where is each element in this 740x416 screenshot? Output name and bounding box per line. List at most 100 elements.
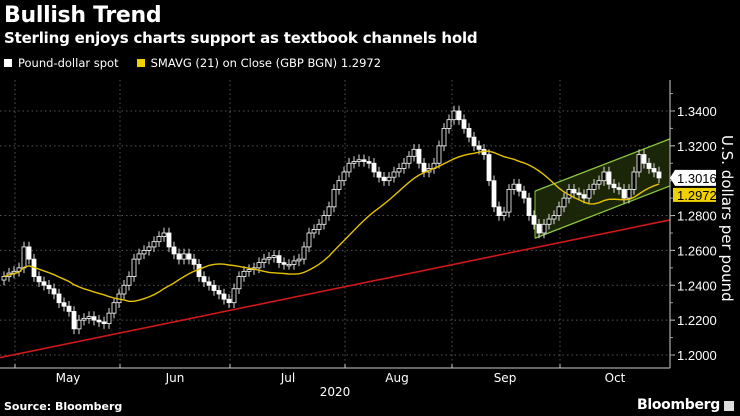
trend-channel-fill [535,138,670,239]
candle [531,215,537,225]
candle [26,246,32,260]
candle [106,312,112,325]
candle [46,284,52,290]
candle [476,145,482,150]
candle [461,119,467,129]
candle [356,159,362,162]
candle [591,183,597,190]
candle [126,276,132,286]
candle [371,162,377,173]
candle [446,119,452,129]
candle [101,321,107,325]
candle [516,183,522,192]
candle [291,260,297,265]
y-tick-label: 1.2800 [677,209,717,224]
candle [311,229,317,234]
candle [246,269,252,272]
candle [211,284,217,291]
candle [296,258,302,262]
channel-upper-line [534,138,671,192]
candle [131,258,137,277]
candle [631,171,637,190]
candle [241,270,247,277]
candle [361,159,367,162]
candle [391,171,397,178]
candle [381,176,387,182]
candle [111,302,117,314]
candle [316,223,322,230]
candle [636,154,642,173]
candle [21,246,27,269]
candle [641,154,647,164]
y-tick-label: 1.3400 [677,104,717,119]
candle [266,256,272,260]
candle [256,262,262,269]
support-trendline [0,219,671,359]
bloomberg-logo-icon [724,401,734,411]
candle [276,255,282,264]
candle [231,288,237,304]
candle [651,168,657,173]
candle [501,211,507,216]
x-tick-label-aug: Aug [385,371,408,385]
candle [386,176,392,182]
legend-swatch-sma [136,59,145,67]
candle [56,293,62,304]
candle [551,215,557,220]
candle [36,276,42,283]
candle [621,189,627,199]
candle [321,215,327,225]
candle [396,168,402,173]
candle [216,290,222,295]
y-tick-label: 1.3200 [677,139,717,154]
x-tick-label-jul: Jul [280,371,295,385]
candle [441,128,447,147]
candle [336,180,342,190]
candle [571,189,577,194]
y-tick-label: 1.2400 [677,278,717,293]
candle [526,197,532,216]
x-tick-label-may: May [56,371,81,385]
candle [96,319,102,323]
candle [346,162,352,173]
candle [61,302,67,307]
candle [436,145,442,164]
sma-line [3,150,660,302]
last-price-label-box [670,169,716,186]
y-tick-label: 1.2600 [677,243,717,258]
candle [521,190,527,199]
candle [81,317,87,321]
candle [401,162,407,169]
candle [416,148,422,164]
candle [341,171,347,182]
candle [646,162,652,169]
bloomberg-logo: Bloomberg [636,397,720,413]
sma-price-label: 1.2972 [677,188,717,203]
candle [271,255,277,258]
candle [236,276,242,290]
candle [491,180,497,208]
candle [186,253,192,260]
legend-label-spot: Pound-dollar spot [18,56,119,70]
candle [156,236,162,243]
x-tick-label-oct: Oct [605,371,626,385]
candle [221,293,227,300]
candle [151,241,157,248]
candle [421,162,427,173]
candle [471,136,477,147]
candle [561,197,567,208]
candle [536,223,542,234]
x-tick-label-sep: Sep [494,371,517,385]
candle [581,194,587,199]
candle [506,189,512,213]
candle [286,263,292,267]
candle [351,161,357,164]
candle [376,171,382,178]
y-tick-label: 1.2200 [677,313,717,328]
x-tick-label-jun: Jun [165,371,185,385]
candle [541,223,547,234]
legend-label-sma: SMAVG (21) on Close (GBP BGN) 1.2972 [150,56,382,70]
candle [66,305,72,312]
candle [366,161,372,164]
candle [86,316,92,319]
